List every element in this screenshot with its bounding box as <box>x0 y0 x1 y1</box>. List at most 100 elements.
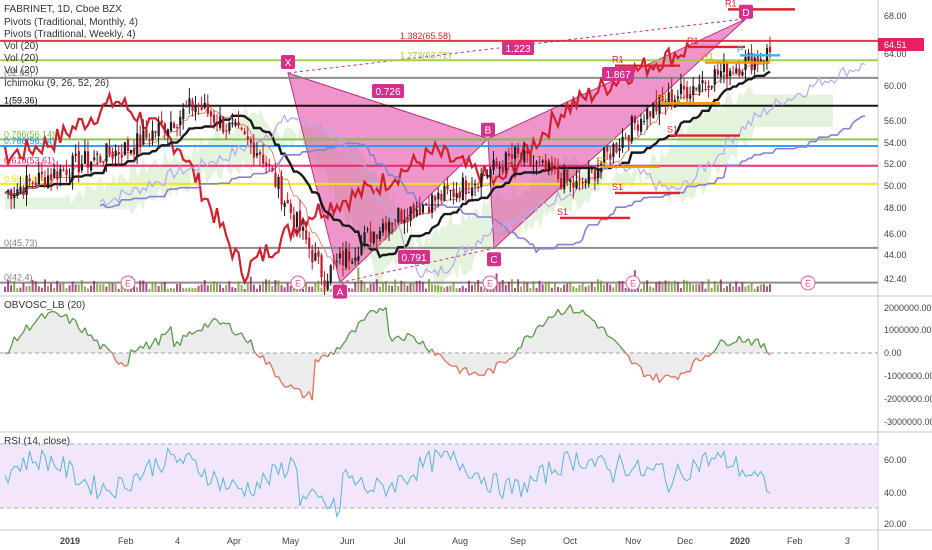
rsi-polyline <box>4 446 771 519</box>
candle-body <box>166 129 170 136</box>
obv-segment <box>735 335 740 343</box>
volume-bar <box>725 286 728 292</box>
volume-bar <box>262 281 265 292</box>
candle-body <box>403 219 406 224</box>
obv-segment <box>244 338 249 344</box>
volume-bar <box>747 285 750 292</box>
obv-segment <box>391 337 396 342</box>
obv-segment <box>579 309 584 314</box>
candle-body <box>311 249 314 263</box>
pivot-label: S1 <box>657 92 668 102</box>
volume-bar <box>308 286 311 292</box>
candle-body <box>603 147 606 163</box>
obv-segment <box>566 304 571 310</box>
volume-bar <box>19 287 22 292</box>
volume-bar <box>704 288 707 292</box>
price-tick-48: 48.00 <box>884 203 907 213</box>
obv-segment <box>339 343 344 350</box>
volume-bar <box>716 284 719 292</box>
volume-bar <box>166 288 169 292</box>
candle-body <box>532 165 535 167</box>
candle-body <box>86 151 90 168</box>
chart-symbol-title: FABRINET, 1D, Cboe BZX <box>4 4 122 15</box>
obv-segment <box>437 352 442 357</box>
obv-segment <box>238 332 242 335</box>
volume-bar <box>523 281 526 292</box>
candle-body <box>541 160 544 163</box>
point-b-label: B <box>485 126 492 137</box>
candle-body <box>80 163 84 171</box>
volume-bar <box>99 284 102 292</box>
obv-segment <box>407 332 411 336</box>
obv-segment <box>456 365 461 374</box>
obv-segment <box>16 335 21 342</box>
time-label-3: 3 <box>845 536 850 546</box>
obv-segment <box>563 308 568 314</box>
obv-segment <box>102 343 107 348</box>
price-tick-52: 52.00 <box>884 159 907 169</box>
volume-bar <box>154 282 157 292</box>
volume-bar <box>421 282 424 292</box>
price-tick-64: 64.00 <box>884 49 907 59</box>
obv-segment <box>164 330 169 336</box>
candle-body <box>418 206 421 215</box>
volume-bar <box>443 287 446 292</box>
obv-segment <box>56 313 61 318</box>
last-price-tag <box>878 38 924 51</box>
candle-body <box>283 202 286 208</box>
earnings-label: E <box>125 279 131 289</box>
obv-segment <box>176 341 181 346</box>
candle-body <box>335 260 339 262</box>
obv-segment <box>44 312 49 319</box>
volume-bar <box>283 287 286 292</box>
volume-bar <box>71 281 74 292</box>
candle-body <box>369 231 372 243</box>
volume-bar <box>612 287 615 292</box>
obv-segment <box>314 358 319 363</box>
rsi-pane-title: RSI (14, close) <box>4 436 70 447</box>
volume-bar <box>686 280 689 292</box>
candle-body <box>769 46 772 53</box>
volume-bar <box>762 284 765 292</box>
candle-body <box>231 122 234 125</box>
volume-bar <box>621 281 624 292</box>
obv-segment <box>145 341 150 350</box>
volume-bar <box>151 282 154 292</box>
obv-segment <box>142 341 147 349</box>
candle-body <box>25 175 28 195</box>
obv-segment <box>446 362 451 366</box>
obv-segment <box>296 387 301 390</box>
candle-body <box>249 138 252 144</box>
candle-body <box>265 162 268 166</box>
volume-bar <box>517 279 520 292</box>
volume-bar <box>320 287 323 292</box>
time-label-may: May <box>282 536 300 546</box>
ratio-xad-bg <box>602 67 634 81</box>
candle-body <box>163 123 166 134</box>
time-label-aug: Aug <box>452 536 468 546</box>
ratio-abc-bg <box>398 250 430 264</box>
obv-segment <box>514 348 519 356</box>
candle-body <box>154 131 157 134</box>
candle-body <box>320 255 323 278</box>
candle-body <box>47 175 50 188</box>
volume-bar <box>360 280 363 292</box>
ichimoku-tenkan <box>4 59 771 271</box>
obv-segment <box>763 343 768 353</box>
obv-segment <box>182 334 187 338</box>
candle-body <box>535 162 538 164</box>
obv-segment <box>204 323 209 328</box>
obv-segment <box>385 307 390 335</box>
candle-body <box>725 61 729 79</box>
candle-body <box>302 227 305 231</box>
volume-bar <box>581 283 584 292</box>
fib-label-5: 0.786(56.14) <box>4 129 55 139</box>
ratio-xab-bg <box>372 84 404 98</box>
legend-pivots-weekly: Pivots (Traditional, Weekly, 4) <box>4 29 136 40</box>
obv-segment <box>388 334 393 342</box>
volume-bar <box>538 280 541 292</box>
obv-segment <box>585 314 590 317</box>
candle-body <box>286 199 289 204</box>
obv-segment <box>188 331 193 335</box>
